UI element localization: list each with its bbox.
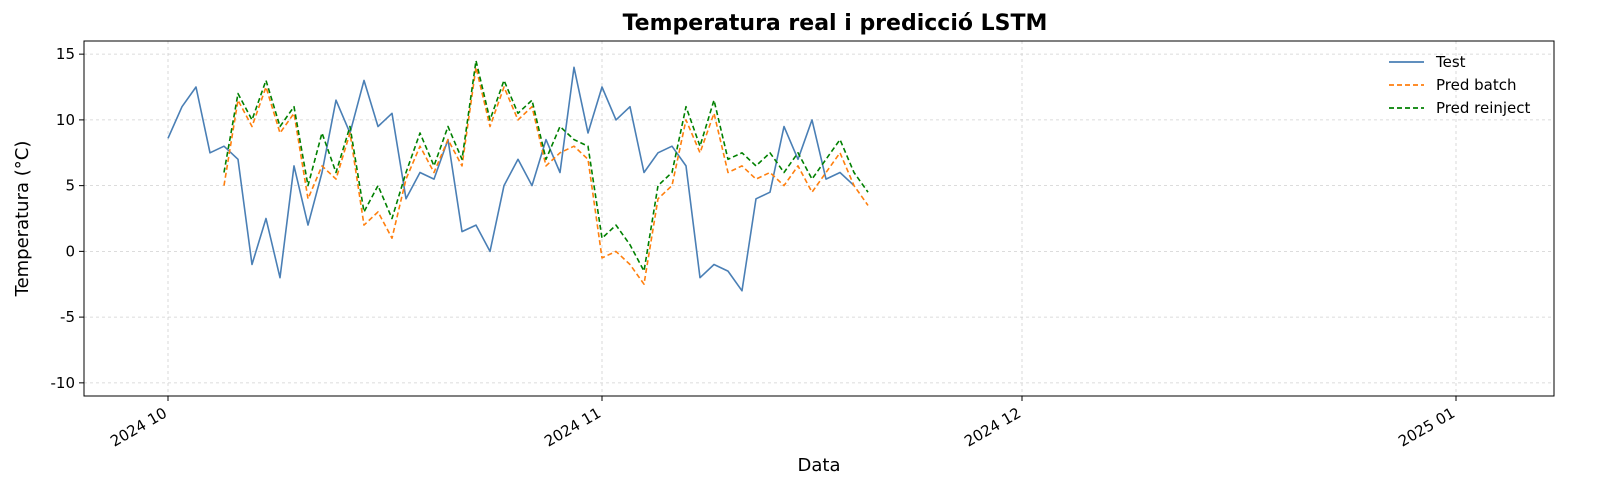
plot-frame — [83, 40, 1555, 397]
x-axis-label: Data — [798, 455, 841, 476]
series-line-test — [167, 66, 855, 292]
x-tick-label: 2024 10 — [107, 404, 170, 451]
legend-label: Pred reinject — [1436, 99, 1531, 117]
y-tick-label: 5 — [65, 177, 75, 195]
x-tick-label: 2024 12 — [961, 404, 1024, 451]
legend-label: Pred batch — [1436, 76, 1517, 94]
y-tick-label: -5 — [60, 308, 75, 326]
y-tick-label: 15 — [56, 45, 75, 63]
y-tick-label: -10 — [51, 374, 76, 392]
y-tick-label: 0 — [65, 242, 75, 260]
legend-label: Test — [1435, 53, 1466, 71]
chart-title: Temperatura real i predicció LSTM — [622, 11, 1048, 36]
series-line-pred-batch — [223, 66, 869, 286]
legend: Test Pred batch Pred reinject — [1389, 53, 1531, 117]
series-lines — [167, 59, 869, 292]
grid — [84, 41, 1554, 396]
axis-ticks: -10 -5 0 5 10 15 2024 10 2024 11 2024 12 2025 01 — [51, 45, 1459, 450]
series-line-pred-reinject — [223, 59, 869, 272]
y-tick-label: 10 — [56, 111, 75, 129]
y-axis-label: Temperatura (°C) — [12, 141, 33, 298]
x-tick-label: 2024 11 — [541, 404, 604, 451]
x-tick-label: 2025 01 — [1395, 404, 1458, 451]
